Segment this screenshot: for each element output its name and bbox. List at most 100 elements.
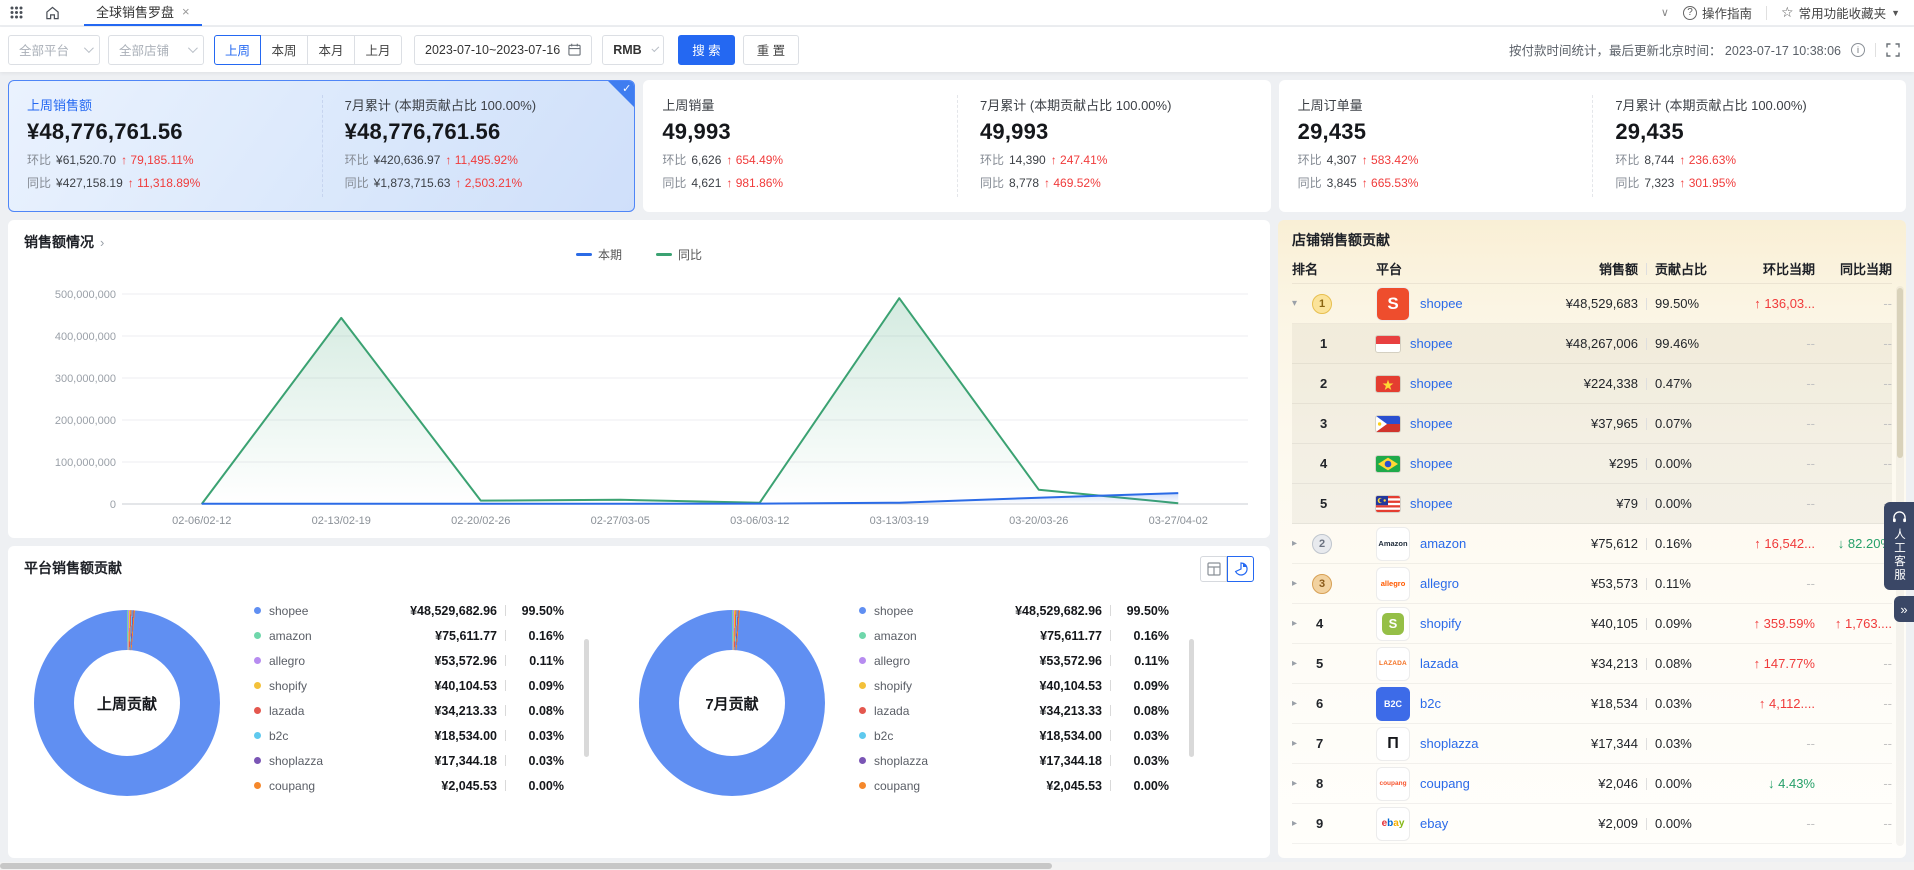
expand-caret-icon[interactable]: ▸ [1292, 778, 1298, 789]
period-button[interactable]: 本月 [308, 34, 356, 65]
chevron-down-icon[interactable]: ∨ [1660, 7, 1669, 19]
table-row[interactable]: 3 shopee ¥37,965 0.07% -- -- [1292, 404, 1892, 444]
donut-legend-item[interactable]: lazada ¥34,213.33 0.08% [254, 698, 564, 723]
platform-link[interactable]: shopee [1410, 496, 1453, 511]
donut-legend-item[interactable]: shopee ¥48,529,682.96 99.50% [254, 598, 564, 623]
kpi-card[interactable]: 上周销量 49,993 环比 6,626 ↑ 654.49% 同比 4,621 … [643, 80, 1271, 212]
horizontal-scrollbar-thumb[interactable] [0, 863, 1052, 869]
sales-trend-title[interactable]: 销售额情况 › [24, 234, 105, 250]
col-share[interactable]: 贡献占比 [1655, 262, 1708, 277]
table-row[interactable]: 2 shopee ¥224,338 0.47% -- -- [1292, 364, 1892, 404]
col-mom[interactable]: 环比当期 [1762, 262, 1815, 277]
sales-value: ¥40,105 [1591, 616, 1638, 631]
platform-link[interactable]: shoplazza [1420, 736, 1479, 751]
platform-select[interactable]: 全部平台 [8, 34, 100, 65]
date-range-picker[interactable]: 2023-07-10~2023-07-16 [414, 34, 593, 65]
donut-legend-item[interactable]: lazada ¥34,213.33 0.08% [859, 698, 1169, 723]
col-platform[interactable]: 平台 [1376, 262, 1403, 277]
collapse-button[interactable]: » [1894, 596, 1914, 622]
donut-legend-item[interactable]: b2c ¥18,534.00 0.03% [859, 723, 1169, 748]
expand-caret-icon[interactable]: ▾ [1292, 298, 1298, 309]
platform-link[interactable]: ebay [1420, 816, 1449, 831]
donut-legend-item[interactable]: coupang ¥2,045.53 0.00% [859, 773, 1169, 798]
donut-chart[interactable]: 上周贡献 [34, 610, 220, 796]
table-view-toggle[interactable] [1200, 556, 1227, 582]
platform-link[interactable]: b2c [1420, 696, 1441, 711]
expand-caret-icon[interactable]: ▸ [1292, 698, 1298, 709]
legend-item[interactable]: 同比 [656, 246, 702, 263]
table-row[interactable]: ▸ 5 LAZADA lazada ¥34,213 0.08% ↑ 147.77% … [1292, 644, 1892, 684]
store-select[interactable]: 全部店铺 [108, 34, 204, 65]
kpi-card[interactable]: 上周订单量 29,435 环比 4,307 ↑ 583.42% 同比 3,845… [1278, 80, 1906, 212]
table-row[interactable]: ▸ 8 coupang coupang ¥2,046 0.00% ↓ 4.43% -… [1292, 764, 1892, 804]
platform-link[interactable]: shopify [1420, 616, 1462, 631]
donut-legend-item[interactable]: amazon ¥75,611.77 0.16% [859, 623, 1169, 648]
customer-service-widget[interactable]: 人工客服 [1884, 502, 1914, 590]
expand-caret-icon[interactable]: ▸ [1292, 738, 1298, 749]
platform-link[interactable]: shopee [1420, 296, 1463, 311]
platform-link[interactable]: amazon [1420, 536, 1467, 551]
tab-close-icon[interactable]: × [182, 4, 190, 19]
expand-caret-icon[interactable]: ▸ [1292, 658, 1298, 669]
platform-link[interactable]: shopee [1410, 456, 1453, 471]
period-button[interactable]: 上周 [214, 34, 262, 65]
col-yoy[interactable]: 同比当期 [1839, 262, 1892, 277]
donut-legend-item[interactable]: allegro ¥53,572.96 0.11% [859, 648, 1169, 673]
svg-text:02-27/03-05: 02-27/03-05 [591, 515, 650, 527]
table-row[interactable]: ▸ 9 ebay ebay ¥2,009 0.00% -- -- [1292, 804, 1892, 844]
fullscreen-icon[interactable] [1886, 42, 1900, 57]
tab-global-sales[interactable]: 全球销售罗盘 × [84, 0, 202, 26]
donut-legend-item[interactable]: shopee ¥48,529,682.96 99.50% [859, 598, 1169, 623]
expand-caret-icon[interactable]: ▸ [1292, 818, 1298, 829]
table-row[interactable]: 5 shopee ¥79 0.00% -- -- [1292, 484, 1892, 524]
search-button[interactable]: 搜 索 [678, 34, 735, 65]
platform-link[interactable]: allegro [1420, 576, 1460, 591]
period-button[interactable]: 上月 [355, 34, 403, 65]
donut-legend-item[interactable]: shopify ¥40,104.53 0.09% [254, 673, 564, 698]
donut-legend-item[interactable]: coupang ¥2,045.53 0.00% [254, 773, 564, 798]
table-row[interactable]: ▸ 3 allegro allegro ¥53,573 0.11% -- -- [1292, 564, 1892, 604]
home-icon[interactable] [45, 6, 60, 20]
guide-link[interactable]: ? 操作指南 [1682, 3, 1752, 22]
favorites-link[interactable]: ☆ 常用功能收藏夹 ▼ [1781, 3, 1900, 22]
platform-link[interactable]: shopee [1410, 416, 1453, 431]
currency-select[interactable]: RMB [602, 34, 665, 65]
info-icon[interactable]: i [1851, 42, 1865, 57]
platform-link[interactable]: lazada [1420, 656, 1459, 671]
kpi-card[interactable]: 上周销售额 ¥48,776,761.56 环比 ¥61,520.70 ↑ 79,… [8, 80, 636, 212]
platform-link[interactable]: shopee [1410, 336, 1453, 351]
donut-legend-item[interactable]: shoplazza ¥17,344.18 0.03% [859, 748, 1169, 773]
kpi-stat: 同比 7,323 ↑ 301.95% [1615, 175, 1737, 191]
kpi-value: ¥48,776,761.56 [27, 119, 183, 144]
donut-legend-item[interactable]: amazon ¥75,611.77 0.16% [254, 623, 564, 648]
period-button[interactable]: 本周 [261, 34, 309, 65]
table-scrollbar-thumb[interactable] [1897, 288, 1903, 458]
reset-button[interactable]: 重 置 [742, 34, 800, 65]
table-row[interactable]: ▸ 2 Amazon amazon ¥75,612 0.16% ↑ 16,542..… [1292, 524, 1892, 564]
expand-caret-icon[interactable]: ▸ [1292, 578, 1298, 589]
donut-legend-item[interactable]: allegro ¥53,572.96 0.11% [254, 648, 564, 673]
horizontal-scrollbar[interactable] [0, 862, 1914, 870]
legend-scrollbar[interactable] [1189, 639, 1194, 757]
col-sales[interactable]: 销售额 [1598, 262, 1638, 277]
legend-item[interactable]: 本期 [575, 246, 622, 263]
donut-chart[interactable]: 7月贡献 [639, 610, 825, 796]
donut-legend-item[interactable]: shopify ¥40,104.53 0.09% [859, 673, 1169, 698]
expand-caret-icon[interactable]: ▸ [1292, 538, 1298, 549]
legend-scrollbar[interactable] [584, 639, 589, 757]
table-row[interactable]: 1 shopee ¥48,267,006 99.46% -- -- [1292, 324, 1892, 364]
expand-caret-icon[interactable]: ▸ [1292, 618, 1298, 629]
donut-legend-item[interactable]: shoplazza ¥17,344.18 0.03% [254, 748, 564, 773]
donut-legend-item[interactable]: b2c ¥18,534.00 0.03% [254, 723, 564, 748]
pie-view-toggle[interactable] [1227, 556, 1254, 582]
platform-link[interactable]: coupang [1420, 776, 1470, 791]
share-value: 0.16% [1655, 536, 1692, 551]
col-rank[interactable]: 排名 [1292, 262, 1319, 277]
platform-link[interactable]: shopee [1410, 376, 1453, 391]
table-row[interactable]: 4 shopee ¥295 0.00% -- -- [1292, 444, 1892, 484]
apps-grid-icon[interactable] [10, 6, 23, 19]
table-row[interactable]: ▸ 6 B2C b2c ¥18,534 0.03% ↑ 4,112.... -- [1292, 684, 1892, 724]
